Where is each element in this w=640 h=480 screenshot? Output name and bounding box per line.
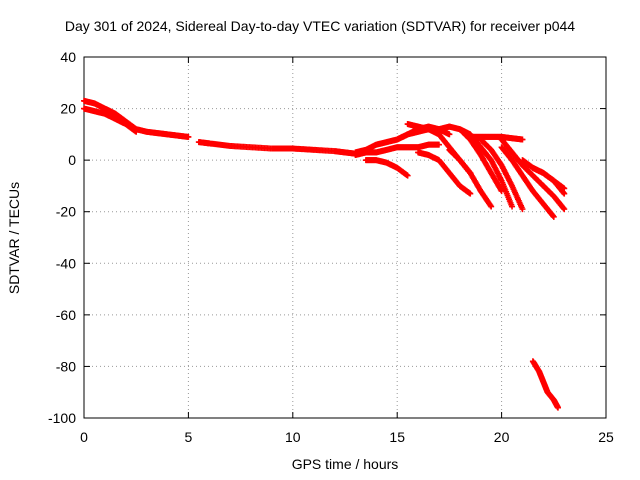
chart-title: Day 301 of 2024, Sidereal Day-to-day VTE…: [64, 18, 576, 34]
y-tick-label: -80: [56, 358, 76, 374]
data-point: [519, 206, 526, 213]
y-tick-label: -60: [56, 307, 76, 323]
series-arc-outlier: [529, 358, 561, 411]
data-point: [133, 128, 140, 135]
y-axis-label: SDTVAR / TECUs: [6, 181, 22, 295]
data-point: [185, 133, 192, 140]
data-point: [561, 190, 568, 197]
series-arc-20b: [498, 144, 557, 220]
series-arc-20a: [498, 136, 568, 213]
y-tick-label: 20: [60, 101, 76, 117]
y-tick-label: -100: [48, 410, 76, 426]
series-arc-16a: [415, 149, 474, 197]
x-tick-label: 15: [389, 429, 405, 445]
x-axis-label: GPS time / hours: [291, 456, 399, 472]
data-point: [488, 203, 495, 210]
x-tick-label: 20: [494, 429, 510, 445]
x-tick-label: 0: [80, 429, 88, 445]
series-arc-17b: [446, 146, 495, 210]
y-tick-label: -20: [56, 204, 76, 220]
series-arc-14low: [362, 157, 411, 179]
series-arc-19b: [467, 133, 526, 143]
series-arc-main-lower: [81, 105, 140, 135]
data-point: [550, 213, 557, 220]
data-point: [554, 404, 561, 411]
x-tick-label: 5: [185, 429, 193, 445]
x-tick-label: 25: [598, 429, 614, 445]
data-points: [81, 97, 568, 411]
y-tick-label: 0: [68, 152, 76, 168]
y-tick-label: -40: [56, 255, 76, 271]
series-arc-mid2: [279, 145, 359, 157]
plot-frame: [83, 56, 607, 419]
data-point: [404, 172, 411, 179]
series-arc-13b: [352, 141, 442, 158]
y-tick-label: 40: [60, 49, 76, 65]
data-point: [435, 141, 442, 148]
data-point: [561, 206, 568, 213]
data-point: [446, 131, 453, 138]
series-arc-21b: [529, 164, 568, 197]
data-point: [519, 136, 526, 143]
data-point: [509, 203, 516, 210]
series-arc-19a: [477, 136, 526, 213]
series-arc-mid: [195, 139, 286, 152]
x-tick-label: 10: [285, 429, 301, 445]
data-point: [467, 190, 474, 197]
